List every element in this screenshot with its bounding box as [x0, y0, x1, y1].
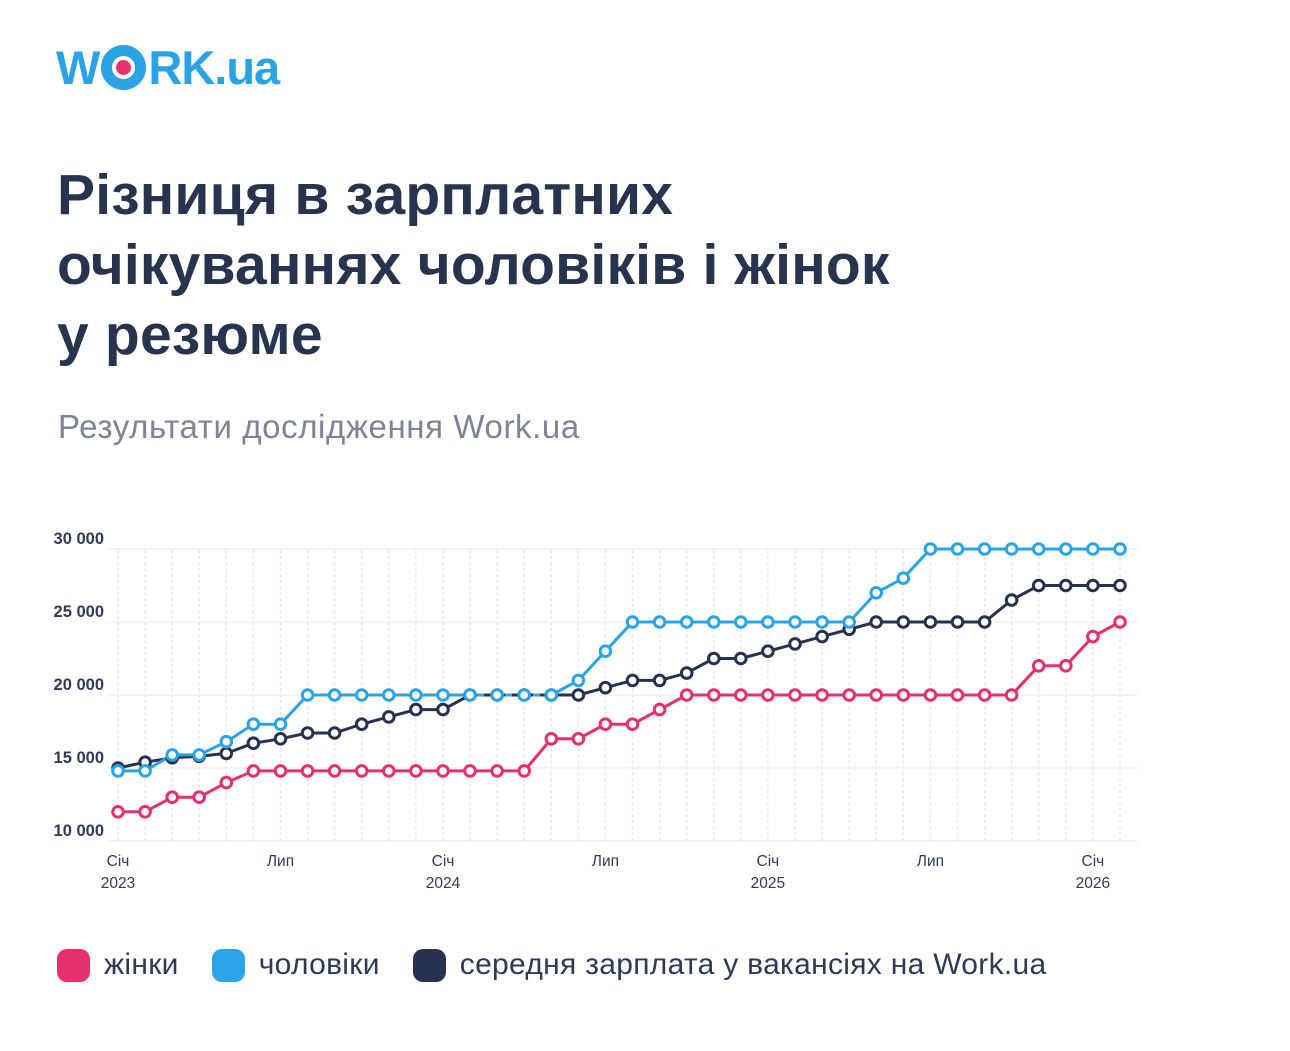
- series-line-1: [116, 547, 1122, 773]
- svg-text:Січ: Січ: [107, 853, 130, 870]
- svg-text:Лип: Лип: [917, 853, 944, 870]
- svg-text:Січ: Січ: [432, 853, 455, 870]
- series-markers-2: [111, 578, 1127, 775]
- title-line-2: очікуваннях чоловіків і жінок: [57, 233, 890, 297]
- series-line-0: [116, 620, 1122, 814]
- svg-text:2026: 2026: [1076, 875, 1110, 892]
- legend-label-average: середня зарплата у вакансіях на Work.ua: [459, 948, 1047, 981]
- legend-label-men: чоловіки: [258, 948, 380, 981]
- svg-text:20 000: 20 000: [54, 676, 104, 694]
- svg-text:Лип: Лип: [592, 853, 619, 870]
- legend-label-women: жінки: [104, 948, 179, 981]
- series-markers-0: [111, 615, 1127, 819]
- page-title: Різниця в зарплатних очікуваннях чоловік…: [57, 160, 1207, 370]
- legend-item-average: середня зарплата у вакансіях на Work.ua: [412, 948, 1047, 982]
- logo-text-w: W: [56, 41, 100, 94]
- series-markers-1: [111, 542, 1127, 778]
- svg-text:25 000: 25 000: [54, 603, 104, 621]
- logo-suffix: .ua: [214, 41, 280, 94]
- work-ua-logo: W RK .ua: [56, 41, 280, 94]
- svg-text:15 000: 15 000: [54, 749, 104, 767]
- logo-dot-icon: [116, 60, 132, 75]
- logo-text-rk: RK: [148, 41, 215, 94]
- svg-text:Січ: Січ: [757, 853, 780, 870]
- title-line-1: Різниця в зарплатних: [57, 163, 674, 227]
- logo-o-icon: [101, 45, 147, 90]
- legend-item-men: чоловіки: [211, 948, 380, 982]
- svg-text:30 000: 30 000: [54, 530, 104, 548]
- grid-vertical: [117, 550, 1121, 845]
- legend-swatch-men: [211, 948, 245, 982]
- svg-text:2024: 2024: [426, 875, 461, 892]
- series-line-2: [116, 584, 1122, 770]
- legend-swatch-average: [412, 948, 446, 982]
- svg-text:2025: 2025: [751, 875, 785, 892]
- page-subtitle: Результати дослідження Work.ua: [58, 408, 580, 445]
- x-axis-labels: Січ 2023 Лип Січ 2024 Лип Січ 2025 Лип Січ 2026: [101, 853, 1110, 892]
- svg-text:Січ: Січ: [1082, 853, 1105, 870]
- svg-text:10 000: 10 000: [54, 822, 104, 840]
- legend-swatch-women: [57, 948, 90, 982]
- svg-text:2023: 2023: [101, 875, 135, 892]
- y-axis-labels: 30 000 25 000 20 000 15 000 10 000: [54, 530, 104, 840]
- legend-item-women: жінки: [57, 948, 179, 982]
- chart-legend: жінки чоловіки середня зарплата у ваканс…: [57, 948, 1046, 982]
- title-line-3: у резюме: [57, 303, 323, 367]
- svg-text:Лип: Лип: [267, 853, 294, 870]
